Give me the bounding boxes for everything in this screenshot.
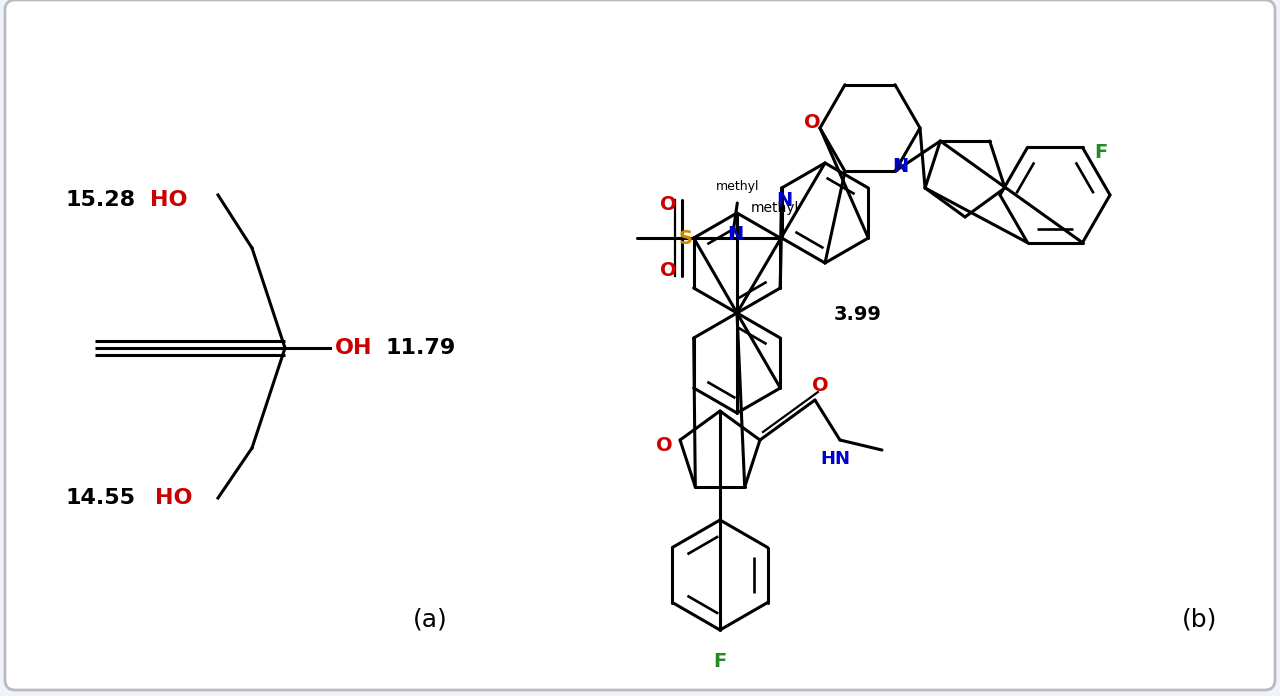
Text: OH: OH [335, 338, 372, 358]
FancyBboxPatch shape [5, 0, 1275, 690]
Text: F: F [1094, 143, 1107, 162]
Text: 11.79: 11.79 [385, 338, 456, 358]
Text: O: O [804, 113, 820, 132]
Text: N: N [727, 226, 744, 244]
Text: O: O [812, 376, 828, 395]
Text: N: N [777, 191, 792, 209]
Text: methyl: methyl [750, 201, 799, 215]
Text: HO: HO [155, 488, 192, 508]
Text: O: O [660, 262, 677, 280]
Text: S: S [678, 228, 692, 248]
Text: 15.28: 15.28 [65, 190, 136, 210]
Text: 14.55: 14.55 [65, 488, 134, 508]
Text: N: N [892, 157, 908, 176]
Text: methyl: methyl [716, 180, 759, 193]
Text: O: O [660, 196, 677, 214]
Text: 3.99: 3.99 [835, 306, 882, 324]
Text: HO: HO [150, 190, 187, 210]
Text: HN: HN [820, 450, 850, 468]
Text: (b): (b) [1183, 608, 1217, 632]
Text: (a): (a) [412, 608, 448, 632]
Text: F: F [713, 652, 727, 671]
Text: O: O [655, 436, 672, 454]
